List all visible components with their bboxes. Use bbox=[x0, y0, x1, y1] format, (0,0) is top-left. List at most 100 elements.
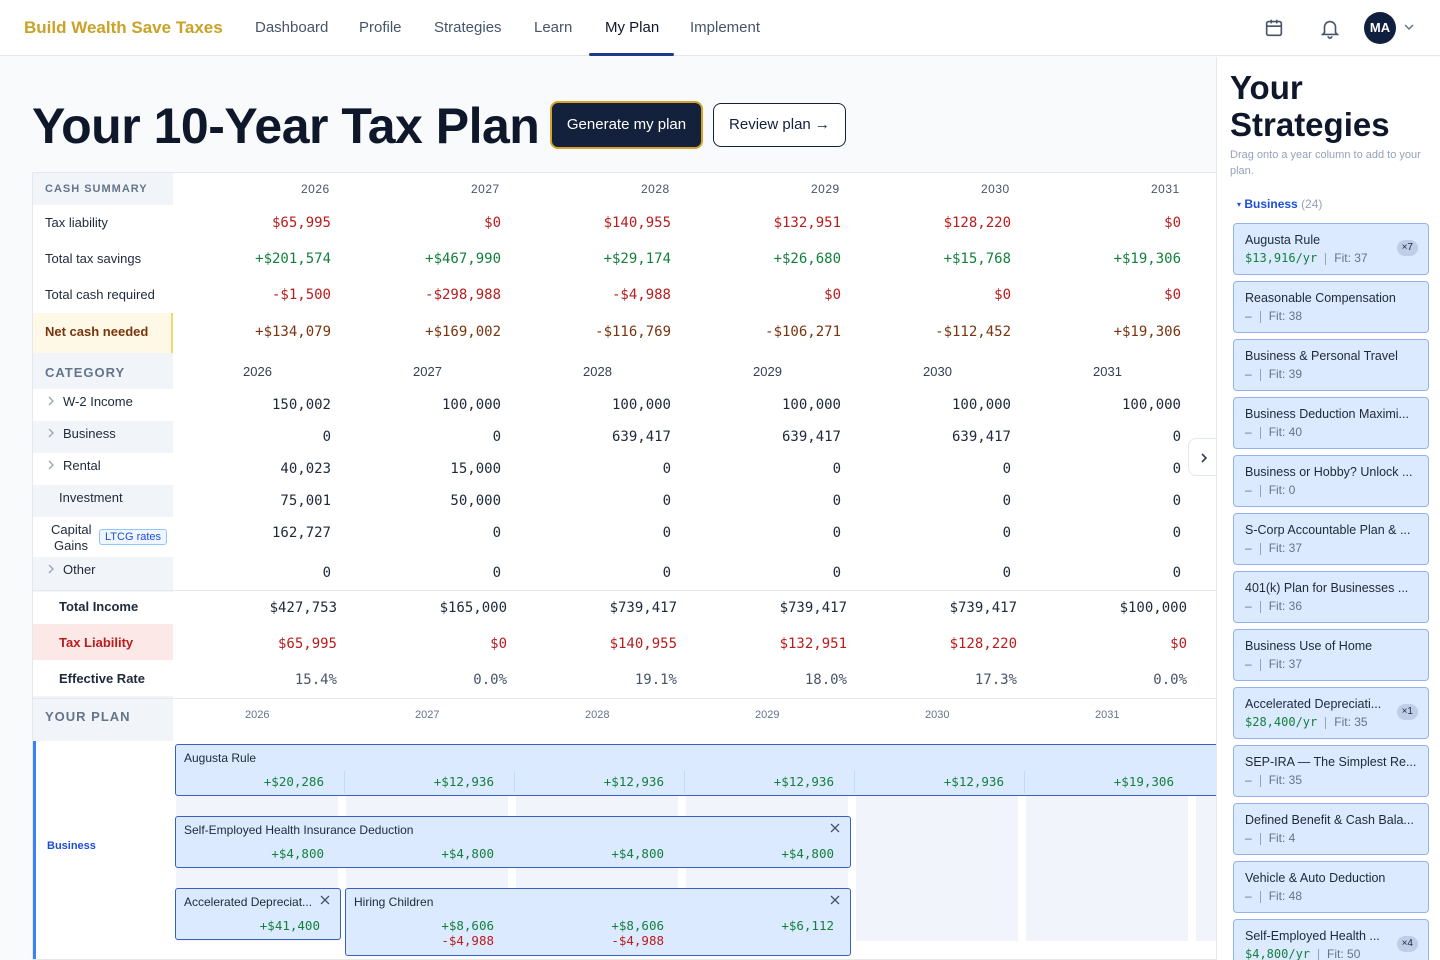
strategy-card-meta: – Fit: 38 bbox=[1245, 309, 1303, 323]
calendar-icon[interactable] bbox=[1263, 17, 1285, 39]
year-header: 2029 bbox=[811, 182, 840, 196]
row-label-total-tax-savings: Total tax savings bbox=[45, 251, 142, 266]
strategy-card-name: Accelerated Depreciati... bbox=[1245, 697, 1382, 711]
chevron-right-icon[interactable] bbox=[46, 564, 56, 574]
divider bbox=[33, 590, 1216, 591]
strategy-card[interactable]: S-Corp Accountable Plan & ... – Fit: 37 bbox=[1233, 513, 1429, 565]
close-icon[interactable] bbox=[830, 895, 840, 905]
strategy-card[interactable]: Business Deduction Maximi... – Fit: 40 bbox=[1233, 397, 1429, 449]
category-w2-income[interactable]: W-2 Income bbox=[63, 394, 133, 409]
year-header: 2027 bbox=[471, 182, 500, 196]
strategy-group-business[interactable]: ▾ Business (24) bbox=[1237, 197, 1322, 211]
sidebar-subtitle: Drag onto a year column to add to your p… bbox=[1230, 149, 1421, 177]
strategy-card-meta: – Fit: 36 bbox=[1245, 599, 1303, 613]
year-header: 2028 bbox=[583, 364, 612, 379]
category-other[interactable]: Other bbox=[63, 562, 96, 577]
plan-bar-value: +$6,112 bbox=[781, 918, 834, 933]
net-cash-band bbox=[33, 313, 173, 353]
sidebar-title-line1: Your bbox=[1230, 69, 1303, 106]
plan-bar-value: +$12,936 bbox=[603, 774, 664, 789]
plan-bar-accelerated-depreciation[interactable]: Accelerated Depreciat... +$41,400 bbox=[175, 888, 341, 940]
divider bbox=[33, 698, 1216, 699]
category-cell: 0 bbox=[322, 565, 331, 581]
strategy-card[interactable]: Augusta Rule $13,916/yr Fit: 37 ×7 bbox=[1233, 223, 1429, 275]
cash-cell: -$1,500 bbox=[271, 287, 331, 303]
close-icon[interactable] bbox=[830, 823, 840, 833]
strategy-card[interactable]: 401(k) Plan for Businesses ... – Fit: 36 bbox=[1233, 571, 1429, 623]
scroll-right-button[interactable] bbox=[1188, 438, 1216, 476]
brand-logo[interactable]: Build Wealth Save Taxes bbox=[24, 18, 223, 37]
year-header: 2028 bbox=[641, 182, 670, 196]
review-plan-button[interactable]: Review plan → bbox=[713, 103, 846, 147]
category-cell: 75,001 bbox=[280, 493, 331, 509]
close-icon[interactable] bbox=[320, 895, 330, 905]
chevron-right-icon[interactable] bbox=[46, 428, 56, 438]
nav-dashboard[interactable]: Dashboard bbox=[255, 19, 329, 36]
cash-cell: +$201,574 bbox=[255, 251, 331, 267]
strategy-card[interactable]: SEP-IRA — The Simplest Re... – Fit: 35 bbox=[1233, 745, 1429, 797]
chevron-right-icon[interactable] bbox=[46, 460, 56, 470]
strategy-card[interactable]: Vehicle & Auto Deduction – Fit: 48 bbox=[1233, 861, 1429, 913]
bell-icon[interactable] bbox=[1319, 17, 1341, 39]
nav-profile[interactable]: Profile bbox=[359, 19, 402, 36]
category-rental[interactable]: Rental bbox=[63, 458, 101, 473]
strategy-card[interactable]: Business & Personal Travel – Fit: 39 bbox=[1233, 339, 1429, 391]
nav-implement[interactable]: Implement bbox=[690, 19, 761, 36]
category-cell: 100,000 bbox=[611, 397, 671, 413]
category-cell: 0 bbox=[1002, 525, 1011, 541]
strategies-sidebar: Your Strategies Drag onto a year column … bbox=[1216, 57, 1440, 960]
cash-cell: $0 bbox=[824, 287, 841, 303]
nav-learn[interactable]: Learn bbox=[534, 19, 573, 36]
total-cell: 17.3% bbox=[974, 672, 1017, 688]
strategy-card-name: Business Deduction Maximi... bbox=[1245, 407, 1409, 421]
chevron-right-icon[interactable] bbox=[46, 396, 56, 406]
ltcg-rates-badge[interactable]: LTCG rates bbox=[99, 529, 168, 545]
category-cell: 50,000 bbox=[450, 493, 501, 509]
strategy-card[interactable]: Reasonable Compensation – Fit: 38 bbox=[1233, 281, 1429, 333]
category-cell: 639,417 bbox=[951, 429, 1011, 445]
avatar[interactable]: MA bbox=[1364, 12, 1396, 44]
total-cell: 18.0% bbox=[804, 672, 847, 688]
strategy-card[interactable]: Accelerated Depreciati... $28,400/yr Fit: … bbox=[1233, 687, 1429, 739]
category-cell: 639,417 bbox=[781, 429, 841, 445]
category-cell: 100,000 bbox=[781, 397, 841, 413]
nav-strategies[interactable]: Strategies bbox=[434, 19, 502, 36]
strategy-card[interactable]: Self-Employed Health ... $4,800/yr Fit: 50… bbox=[1233, 919, 1429, 960]
strategy-group-name: Business bbox=[1244, 197, 1298, 211]
cash-cell: +$19,306 bbox=[1113, 324, 1181, 340]
strategy-card[interactable]: Defined Benefit & Cash Bala... – Fit: 4 bbox=[1233, 803, 1429, 855]
strategy-card[interactable]: Business Use of Home – Fit: 37 bbox=[1233, 629, 1429, 681]
category-cell: 0 bbox=[1172, 429, 1181, 445]
strategy-card-name: 401(k) Plan for Businesses ... bbox=[1245, 581, 1409, 595]
plan-bar-value: +$20,286 bbox=[263, 774, 324, 789]
total-cell: 0.0% bbox=[1153, 672, 1187, 688]
cash-cell: +$169,002 bbox=[425, 324, 501, 340]
category-cell: 0 bbox=[832, 525, 841, 541]
cash-cell: +$467,990 bbox=[425, 251, 501, 267]
active-tab-indicator bbox=[589, 53, 674, 56]
plan-group-column: Business bbox=[33, 741, 173, 959]
plan-bar-se-health-insurance[interactable]: Self-Employed Health Insurance Deduction… bbox=[175, 816, 851, 868]
main-content: Your 10-Year Tax Plan Generate my plan R… bbox=[0, 57, 1216, 960]
strategy-card-name: Augusta Rule bbox=[1245, 233, 1321, 247]
category-capital-gains-line2: Gains bbox=[54, 538, 88, 553]
plan-bar-hiring-children[interactable]: Hiring Children +$8,606 +$8,606 +$6,112 … bbox=[345, 888, 851, 956]
chevron-down-icon[interactable] bbox=[1403, 21, 1415, 33]
your-plan-heading: YOUR PLAN bbox=[45, 709, 131, 724]
plan-bar-value: +$4,800 bbox=[271, 846, 324, 861]
cash-cell: +$26,680 bbox=[773, 251, 841, 267]
plan-bar-title: Hiring Children bbox=[354, 895, 434, 909]
year-header: 2030 bbox=[981, 182, 1010, 196]
category-business[interactable]: Business bbox=[63, 426, 116, 441]
caret-down-icon: ▾ bbox=[1237, 200, 1242, 209]
strategy-card[interactable]: Business or Hobby? Unlock ... – Fit: 0 bbox=[1233, 455, 1429, 507]
nav-my-plan[interactable]: My Plan bbox=[605, 19, 660, 36]
chevron-right-icon bbox=[1201, 453, 1208, 463]
category-cell: 100,000 bbox=[951, 397, 1011, 413]
total-cell: 19.1% bbox=[634, 672, 677, 688]
strategy-card-name: Business or Hobby? Unlock ... bbox=[1245, 465, 1413, 479]
plan-bar-augusta-rule[interactable]: Augusta Rule +$20,286 +$12,936 +$12,936 … bbox=[175, 744, 1216, 796]
strategy-card-meta: – Fit: 39 bbox=[1245, 367, 1303, 381]
generate-plan-button[interactable]: Generate my plan bbox=[550, 101, 703, 149]
plan-bar-cost: -$4,988 bbox=[441, 933, 494, 948]
